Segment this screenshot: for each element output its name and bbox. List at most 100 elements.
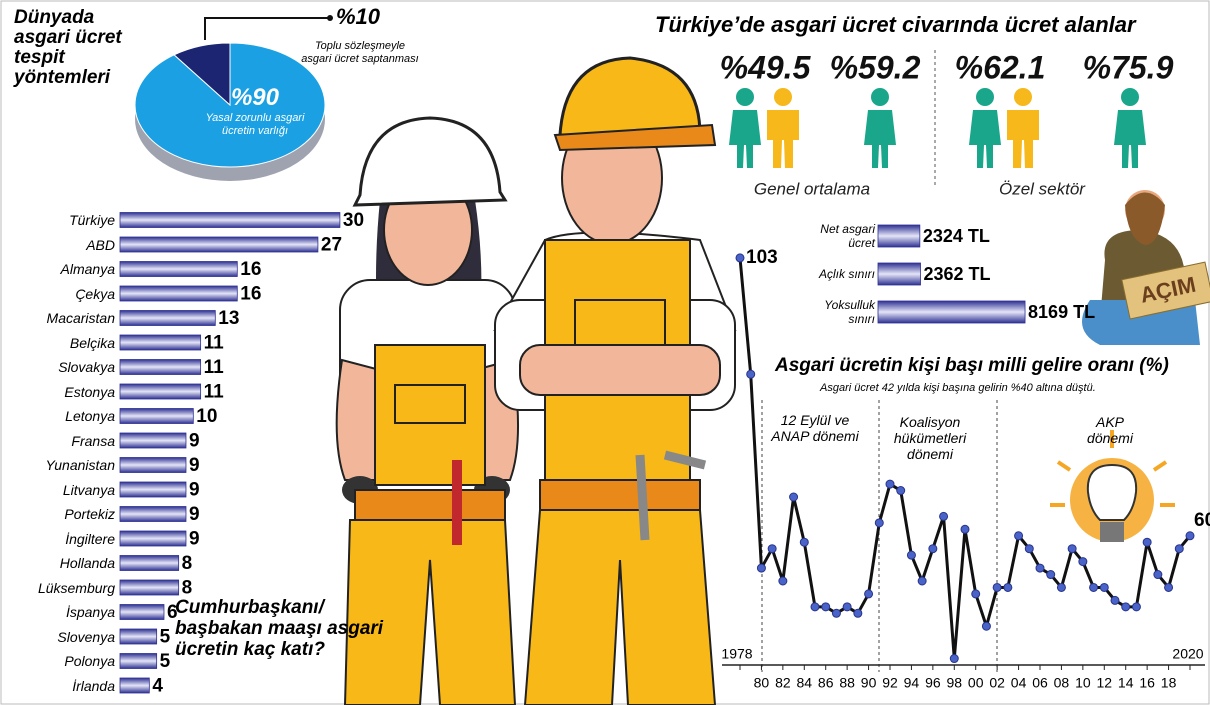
point [1186,532,1194,540]
bar [120,458,186,473]
person-icon [774,88,792,106]
bar [878,225,920,247]
period-annotation: Koalisyon hükümetleri dönemi [885,414,975,462]
bar [120,580,179,595]
x-tick-label: 2020 [1172,646,1203,662]
point [1036,564,1044,572]
point [1132,603,1140,611]
bar [120,433,186,448]
point [843,603,851,611]
period-annotation: AKP dönemi [1080,414,1140,446]
category-label: Net asgari ücret [795,218,875,254]
category-label: Yunanistan [5,453,115,477]
person-icon [1014,88,1032,106]
point [1015,532,1023,540]
value-label: 9 [189,480,200,501]
value-label: 30 [343,210,364,231]
value-label: 103 [746,247,778,268]
x-tick-label: 82 [775,675,791,691]
x-tick-label: 94 [904,675,920,691]
x-tick-label: 16 [1139,675,1155,691]
point [1122,603,1130,611]
value-label: 11 [204,382,225,403]
group-label: Özel sektör [999,179,1086,198]
point [929,545,937,553]
bar [878,301,1025,323]
x-tick-label: 90 [861,675,877,691]
group-label: Genel ortalama [754,179,870,198]
point [1057,583,1065,591]
point [1111,596,1119,604]
value-label: 2324 TL [923,226,990,246]
chart-title: Cumhurbaşkanı/ başbakan maaşı asgari ücr… [175,598,390,661]
person-icon [969,110,1001,168]
point [1100,583,1108,591]
point [800,538,808,546]
category-label: Portekiz [5,502,115,526]
value-label: 5 [160,651,171,672]
point [940,512,948,520]
value-label: 60 [1194,510,1210,531]
point [972,590,980,598]
category-label: Lüksemburg [5,576,115,600]
point [886,480,894,488]
category-label: Almanya [5,257,115,281]
person-icon [1007,110,1039,168]
value-label: %59.2 [830,49,921,85]
bar [120,262,237,277]
value-label: 9 [189,529,200,550]
x-tick-label: 10 [1075,675,1091,691]
category-label: İngiltere [5,527,115,551]
category-label: Açlık sınırı [795,256,875,292]
person-icon [976,88,994,106]
bar [120,360,201,375]
bar [120,409,193,424]
bar [120,556,179,571]
x-tick-label: 98 [946,675,962,691]
point [875,519,883,527]
value-label: 9 [189,431,200,452]
x-tick-label: 86 [818,675,834,691]
value-label: %75.9 [1083,49,1174,85]
point [1143,538,1151,546]
x-tick-label: 80 [754,675,770,691]
point [993,583,1001,591]
point [1004,583,1012,591]
point [907,551,915,559]
value-label: 16 [240,259,261,280]
x-tick-label: 84 [796,675,812,691]
x-tick-label: 96 [925,675,941,691]
value-label: %62.1 [955,49,1046,85]
value-label: 11 [204,357,225,378]
value-label: 16 [240,284,261,305]
x-tick-label: 88 [839,675,855,691]
pie-slice-label: Yasal zorunlu asgari ücretin varlığı [205,112,305,137]
point [1047,571,1055,579]
chart-subtitle: Asgari ücret 42 yılda kişi başına geliri… [819,382,1096,394]
pie-value-label: %10 [336,4,380,30]
bar [120,605,164,620]
bar [120,482,186,497]
point [757,564,765,572]
bar [120,531,186,546]
bar [120,507,186,522]
x-tick-label: 08 [1054,675,1070,691]
bar [120,678,149,693]
x-tick-label: 02 [989,675,1005,691]
category-label: Estonya [5,380,115,404]
category-label: Türkiye [5,208,115,232]
value-label: 2362 TL [924,264,991,284]
point [832,609,840,617]
bar [120,237,318,252]
point [822,603,830,611]
person-icon [1121,88,1139,106]
person-icon [1114,110,1146,168]
value-label: 8 [182,553,193,574]
chart-title: Türkiye’de asgari ücret civarında ücret … [655,12,1136,38]
point [1154,571,1162,579]
person-icon [767,110,799,168]
bulb-logo [1050,430,1175,542]
period-annotation: 12 Eylül ve ANAP dönemi [770,412,860,444]
bar [878,263,921,285]
person-icon [871,88,889,106]
